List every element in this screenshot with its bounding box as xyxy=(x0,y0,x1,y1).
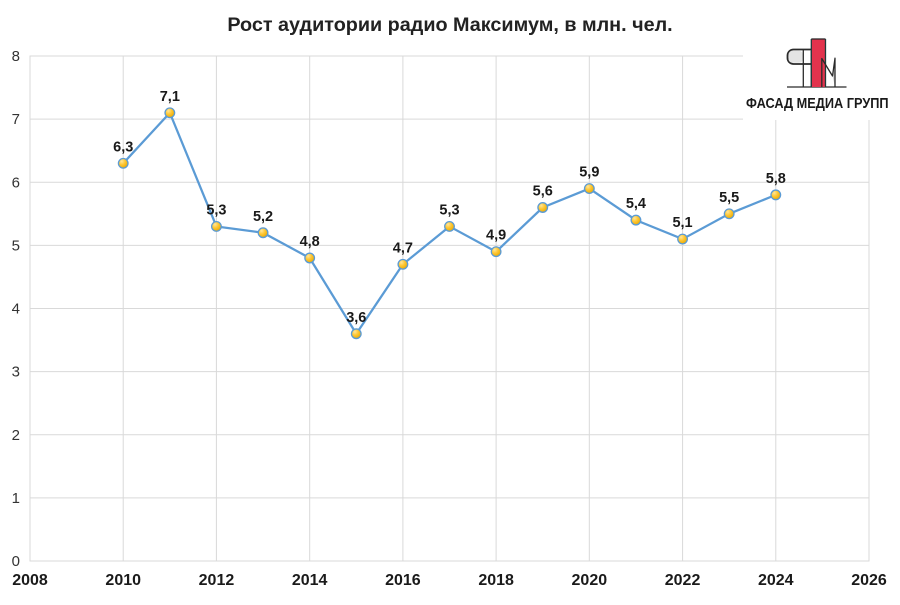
svg-text:2026: 2026 xyxy=(851,572,887,589)
svg-text:2022: 2022 xyxy=(665,572,701,589)
svg-text:5,3: 5,3 xyxy=(439,202,459,218)
svg-text:2014: 2014 xyxy=(292,572,328,589)
svg-text:5,2: 5,2 xyxy=(253,209,273,225)
svg-text:8: 8 xyxy=(12,48,20,65)
svg-text:5,9: 5,9 xyxy=(579,165,599,181)
svg-text:5,4: 5,4 xyxy=(626,196,646,212)
svg-text:4,7: 4,7 xyxy=(393,240,413,256)
svg-text:2018: 2018 xyxy=(478,572,514,589)
svg-text:2010: 2010 xyxy=(105,572,141,589)
svg-text:3: 3 xyxy=(12,364,20,381)
svg-text:5,1: 5,1 xyxy=(672,215,692,231)
svg-text:7: 7 xyxy=(12,111,20,128)
svg-text:5,5: 5,5 xyxy=(719,190,739,206)
svg-text:4,9: 4,9 xyxy=(486,228,506,244)
svg-text:4,8: 4,8 xyxy=(300,234,320,250)
svg-text:2020: 2020 xyxy=(572,572,608,589)
svg-text:2012: 2012 xyxy=(199,572,235,589)
svg-text:2008: 2008 xyxy=(12,572,48,589)
svg-text:5,8: 5,8 xyxy=(766,171,786,187)
svg-text:2016: 2016 xyxy=(385,572,421,589)
svg-text:1: 1 xyxy=(12,490,20,507)
svg-text:2: 2 xyxy=(12,427,20,444)
svg-text:7,1: 7,1 xyxy=(160,89,180,105)
svg-text:0: 0 xyxy=(12,553,20,570)
svg-text:5,3: 5,3 xyxy=(206,202,226,218)
svg-text:6: 6 xyxy=(12,174,20,191)
svg-text:3,6: 3,6 xyxy=(346,310,366,326)
svg-text:5: 5 xyxy=(12,237,20,254)
svg-text:4: 4 xyxy=(12,301,20,318)
svg-text:2024: 2024 xyxy=(758,572,794,589)
svg-text:6,3: 6,3 xyxy=(113,139,133,155)
svg-text:5,6: 5,6 xyxy=(533,184,553,200)
